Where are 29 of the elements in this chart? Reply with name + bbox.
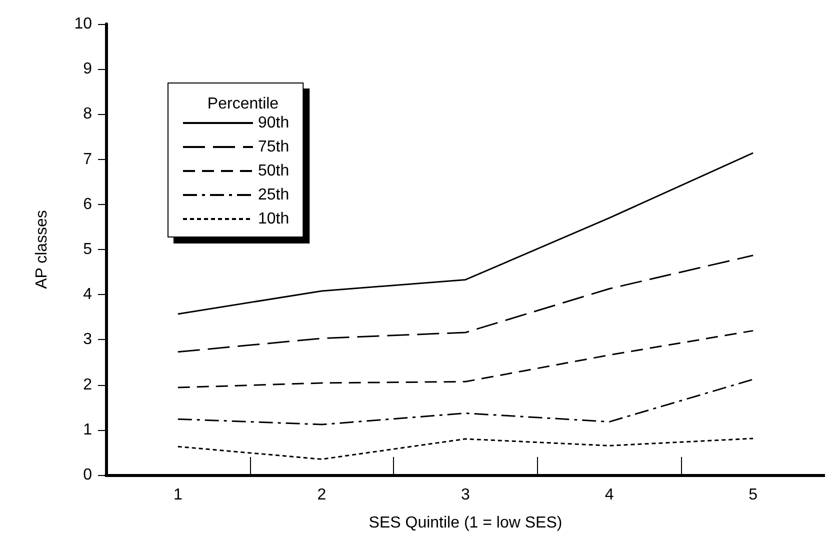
legend-label: 10th <box>258 210 290 228</box>
line-series <box>177 330 754 388</box>
y-tick-label: 3 <box>83 331 92 348</box>
legend-label: 90th <box>258 114 290 132</box>
y-tick-label: 10 <box>74 16 92 32</box>
y-tick-label: 8 <box>83 106 92 123</box>
legend-title: Percentile <box>207 96 279 112</box>
x-tick-label: 2 <box>317 486 326 504</box>
y-axis-title: AP classes <box>34 210 50 289</box>
legend-label: 25th <box>258 186 290 204</box>
y-tick-label: 4 <box>83 286 92 304</box>
line-series <box>177 254 754 353</box>
line-series <box>177 438 754 460</box>
y-tick-label: 7 <box>83 150 92 168</box>
x-tick-label: 4 <box>604 486 614 504</box>
y-tick-label: 2 <box>83 376 92 394</box>
legend-label: 75th <box>258 138 290 156</box>
x-tick-label: 5 <box>748 486 758 504</box>
y-tick-label: 9 <box>83 60 92 78</box>
x-tick-label: 3 <box>461 486 470 504</box>
x-axis-title: SES Quintile (1 = low SES) <box>368 514 562 532</box>
legend-label: 50th <box>258 162 290 180</box>
y-tick-label: 0 <box>83 466 92 484</box>
line-series <box>177 152 754 315</box>
y-tick-label: 1 <box>83 421 92 438</box>
line-series <box>177 378 754 426</box>
y-tick-label: 6 <box>83 196 92 213</box>
y-tick-label: 5 <box>83 241 92 258</box>
x-tick-label: 1 <box>173 486 182 504</box>
